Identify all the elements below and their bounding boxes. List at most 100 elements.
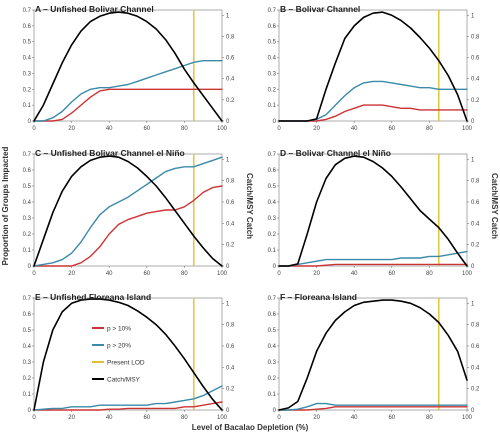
panel-a-y2tick-label-1: 0.2 <box>226 98 235 104</box>
panel-d-ytick-label-7: 0.7 <box>268 152 277 158</box>
panel-a-ytick-label-7: 0.7 <box>23 8 32 14</box>
panel-b-xtick-label-3: 60 <box>388 126 395 132</box>
panel-e-y2tick-label-3: 0.6 <box>226 344 235 350</box>
panel-f-xtick-label-5: 100 <box>462 415 473 421</box>
panel-e-xtick-label-2: 40 <box>106 415 113 421</box>
panel-b-y2tick-label-2: 0.4 <box>471 77 480 83</box>
panel-a-xtick-label-1: 20 <box>68 126 75 132</box>
panel-b-series-catch <box>278 11 468 122</box>
panel-f-xtick-label-0: 0 <box>277 415 281 421</box>
panel-f-ytick-label-5: 0.5 <box>268 328 277 334</box>
panel-e-xtick-label-0: 0 <box>32 415 36 421</box>
panel-e-ytick-label-3: 0.3 <box>23 360 32 366</box>
panel-e-ytick-label-7: 0.7 <box>23 296 32 302</box>
panel-f-ytick-label-2: 0.2 <box>268 376 277 382</box>
panel-e-y2tick-label-1: 0.2 <box>226 387 235 393</box>
panel-b-xtick-label-2: 40 <box>351 126 358 132</box>
panel-f-title: F – Floreana Island <box>280 292 357 302</box>
panel-b-y2tick-label-0: 0 <box>471 119 475 125</box>
panel-f-y2tick-label-2: 0.4 <box>471 365 480 371</box>
panel-b-frame <box>278 9 468 122</box>
panel-f-ytick-label-3: 0.3 <box>268 360 277 366</box>
panel-e-frame <box>33 297 223 411</box>
panel-a-series-catch <box>33 11 223 122</box>
panel-c-ytick-label-6: 0.6 <box>23 168 32 174</box>
panel-f-xtick-label-2: 40 <box>351 415 358 421</box>
panel-c-y2tick-label-0: 0 <box>226 264 230 270</box>
panel-b-ytick-label-3: 0.3 <box>268 71 277 77</box>
panel-c-y2tick-label-5: 1 <box>226 157 230 163</box>
panel-b-ytick-label-5: 0.5 <box>268 40 277 46</box>
panel-c-ytick-label-0: 0 <box>28 264 32 270</box>
panel-c-y2tick-label-1: 0.2 <box>226 243 235 249</box>
panel-b-ytick-label-0: 0 <box>273 119 277 125</box>
panel-d-series-catch <box>278 155 468 267</box>
panel-d-y2tick-label-0: 0 <box>471 264 475 270</box>
panel-e-title: E – Unfished Floreana Island <box>35 292 151 302</box>
panel-f-ytick-label-4: 0.4 <box>268 344 277 350</box>
panel-c-ytick-label-5: 0.5 <box>23 184 32 190</box>
panel-b-xtick-label-5: 100 <box>462 126 473 132</box>
panel-d-xtick-label-5: 100 <box>462 271 473 277</box>
panel-a-y2tick-label-5: 1 <box>226 13 230 19</box>
panel-c-ytick-label-1: 0.1 <box>23 248 32 254</box>
panel-d-xtick-label-0: 0 <box>277 271 281 277</box>
panel-b-y2tick-label-1: 0.2 <box>471 98 480 104</box>
panel-e-ytick-label-0: 0 <box>28 408 32 414</box>
panel-d-xtick-label-4: 80 <box>426 271 433 277</box>
panel-f: 0 0.1 0.2 0.3 0.4 0.5 0.6 0.7 0 0.2 0.4 0.6 0.8 1 0 20 4… <box>268 292 480 421</box>
panel-f-y2tick-label-1: 0.2 <box>471 387 480 393</box>
panel-c-xtick-label-0: 0 <box>32 271 36 277</box>
panel-c: 0 0.1 0.2 0.3 0.4 0.5 0.6 0.7 0 0.2 0.4 0.6 0.8 1 0 20 4… <box>23 148 235 277</box>
panel-e-series-p10 <box>33 401 223 411</box>
panel-d-ytick-label-6: 0.6 <box>268 168 277 174</box>
panel-c-xtick-label-5: 100 <box>217 271 228 277</box>
panel-c-ytick-label-3: 0.3 <box>23 216 32 222</box>
panel-e-y2tick-label-4: 0.8 <box>226 323 235 329</box>
panel-e-xtick-label-4: 80 <box>181 415 188 421</box>
legend-label-catch: Catch/MSY <box>107 377 141 384</box>
legend-label-p20: p > 20% <box>107 343 131 350</box>
panel-b-y2tick-label-3: 0.6 <box>471 56 480 62</box>
panel-a-ytick-label-3: 0.3 <box>23 71 32 77</box>
panel-d-title: D – Bolivar Channel el Niño <box>280 148 391 158</box>
panel-e-y2tick-label-5: 1 <box>226 301 230 307</box>
panel-d-ytick-label-5: 0.5 <box>268 184 277 190</box>
panel-a-ytick-label-2: 0.2 <box>23 87 32 93</box>
panel-e-ytick-label-6: 0.6 <box>23 312 32 318</box>
panel-c-xtick-label-1: 20 <box>68 271 75 277</box>
panel-f-y2tick-label-0: 0 <box>471 408 475 414</box>
panel-d-y2tick-label-4: 0.8 <box>471 179 480 185</box>
panel-f-y2tick-label-5: 1 <box>471 301 475 307</box>
panel-b-ytick-label-2: 0.2 <box>268 87 277 93</box>
shared-y-label-right-2: Catch/MSY Catch <box>490 173 499 239</box>
panel-a-ytick-label-1: 0.1 <box>23 103 32 109</box>
panel-b-y2tick-label-5: 1 <box>471 13 475 19</box>
panel-e-series-catch <box>33 298 223 411</box>
panel-d-y2tick-label-2: 0.4 <box>471 221 480 227</box>
panel-f-y2tick-label-4: 0.8 <box>471 323 480 329</box>
panel-d-y2tick-label-1: 0.2 <box>471 243 480 249</box>
panel-b-xtick-label-0: 0 <box>277 126 281 132</box>
panel-c-xtick-label-4: 80 <box>181 271 188 277</box>
panel-e-ytick-label-1: 0.1 <box>23 392 32 398</box>
panel-e-ytick-label-5: 0.5 <box>23 328 32 334</box>
panel-a-series-p10 <box>33 88 223 122</box>
panel-a-y2tick-label-0: 0 <box>226 119 230 125</box>
panel-a-xtick-label-5: 100 <box>217 126 228 132</box>
panel-e-xtick-label-5: 100 <box>217 415 228 421</box>
panel-a-xtick-label-3: 60 <box>143 126 150 132</box>
panel-e-y2tick-label-2: 0.4 <box>226 365 235 371</box>
panel-a-title: A – Unfished Bolivar Channel <box>35 4 154 14</box>
legend: p > 10% p > 20% Present LOD Catch/MSY <box>92 326 145 384</box>
panel-f-ytick-label-6: 0.6 <box>268 312 277 318</box>
panel-f-series-p20 <box>278 402 468 411</box>
panel-c-series-catch <box>33 155 223 267</box>
shared-y-label-left: Proportion of Groups Impacted <box>1 147 10 266</box>
panel-c-series-p20 <box>33 156 223 267</box>
panel-a-series-p20 <box>33 60 223 122</box>
panel-d-frame <box>278 153 468 267</box>
panel-d-ytick-label-0: 0 <box>273 264 277 270</box>
panel-d-ytick-label-2: 0.2 <box>268 232 277 238</box>
panel-f-frame <box>278 297 468 411</box>
